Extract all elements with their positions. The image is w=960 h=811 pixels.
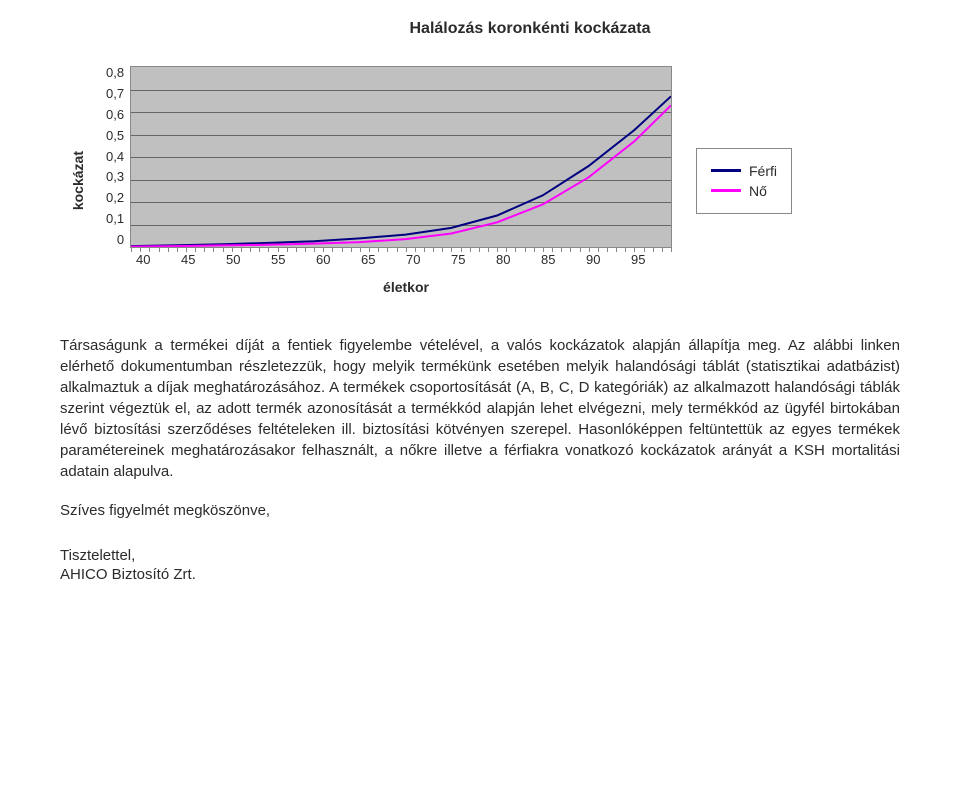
y-tick-label: 0	[106, 233, 124, 246]
y-ticks: 0,8 0,7 0,6 0,5 0,4 0,3 0,2 0,1 0	[106, 66, 124, 246]
legend-item: Férfi	[711, 163, 777, 179]
y-axis-label: kockázat	[70, 151, 86, 210]
series-line	[131, 96, 671, 246]
x-tick-label: 65	[361, 252, 406, 267]
y-tick-label: 0,5	[106, 129, 124, 142]
series-line	[131, 105, 671, 246]
x-ticks: 404550556065707580859095	[136, 252, 676, 267]
x-tick-label: 55	[271, 252, 316, 267]
x-axis-label: életkor	[136, 279, 676, 295]
legend-swatch	[711, 189, 741, 192]
signature-block: Tisztelettel, AHICO Biztosító Zrt.	[60, 547, 900, 583]
legend-swatch	[711, 169, 741, 172]
x-tick-label: 50	[226, 252, 271, 267]
x-tick-label: 85	[541, 252, 586, 267]
legend-label: Nő	[749, 183, 767, 199]
signature-line-2: AHICO Biztosító Zrt.	[60, 566, 900, 583]
y-tick-label: 0,4	[106, 150, 124, 163]
legend: Férfi Nő	[696, 148, 792, 214]
chart-container: Halálozás koronkénti kockázata kockázat …	[70, 20, 890, 295]
plot-svg	[131, 67, 671, 247]
x-tick-label: 95	[631, 252, 676, 267]
y-tick-label: 0,8	[106, 66, 124, 79]
y-tick-label: 0,2	[106, 191, 124, 204]
legend-label: Férfi	[749, 163, 777, 179]
x-tick-label: 70	[406, 252, 451, 267]
closing-text: Szíves figyelmét megköszönve,	[60, 502, 900, 519]
y-tick-label: 0,6	[106, 108, 124, 121]
y-tick-label: 0,3	[106, 170, 124, 183]
plot-wrap: 0,8 0,7 0,6 0,5 0,4 0,3 0,2 0,1 0 40455055606570…	[106, 66, 676, 295]
y-tick-label: 0,1	[106, 212, 124, 225]
x-tick-label: 80	[496, 252, 541, 267]
x-tick-label: 75	[451, 252, 496, 267]
signature-line-1: Tisztelettel,	[60, 547, 900, 564]
body-paragraph: Társaságunk a termékei díját a fentiek f…	[60, 335, 900, 482]
y-tick-label: 0,7	[106, 87, 124, 100]
chart-title: Halálozás koronkénti kockázata	[70, 20, 890, 38]
x-tick-label: 45	[181, 252, 226, 267]
chart-body: kockázat 0,80,70,60,50,40,30,20,10 40455…	[70, 66, 890, 295]
x-tick-label: 60	[316, 252, 361, 267]
legend-item: Nő	[711, 183, 777, 199]
plot-area	[130, 66, 672, 248]
x-tick-label: 40	[136, 252, 181, 267]
x-tick-label: 90	[586, 252, 631, 267]
